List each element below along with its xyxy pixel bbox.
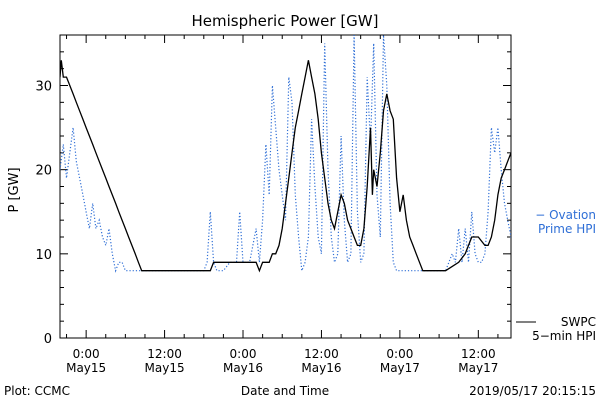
plot-credit: Plot: CCMC [4, 384, 70, 398]
swpc-legend-line2: 5−min HPI [532, 329, 596, 343]
ovation-legend-line2: Prime HPI [538, 222, 596, 236]
x-tick-time: 12:00 [304, 347, 339, 361]
plot-timestamp: 2019/05/17 20:15:15 [469, 384, 596, 398]
x-tick-date: May15 [145, 361, 185, 375]
y-tick-label: 0 [44, 332, 52, 347]
x-tick-time: 12:00 [147, 347, 182, 361]
x-axis-label: Date and Time [241, 384, 329, 398]
swpc-hpi-line [60, 60, 511, 273]
y-tick-label: 10 [35, 248, 52, 263]
swpc-legend-line1: SWPC [561, 315, 596, 329]
y-axis-ticks: 0 10 20 30 [35, 34, 511, 347]
chart-title: Hemispheric Power [GW] [192, 12, 379, 30]
x-tick-date: May15 [66, 361, 106, 375]
y-tick-label: 30 [35, 80, 52, 95]
ovation-prime-hpi-line [60, 35, 511, 273]
x-tick-time: 0:00 [73, 347, 100, 361]
x-tick-time: 12:00 [461, 347, 496, 361]
x-axis-ticks: 0:00May1512:00May150:00May1612:00May160:… [66, 35, 499, 375]
plot-frame [59, 34, 512, 339]
series-lines [60, 35, 511, 273]
x-tick-time: 0:00 [230, 347, 257, 361]
y-axis-label: P [GW] [7, 167, 22, 212]
x-tick-time: 0:00 [386, 347, 413, 361]
x-tick-date: May17 [458, 361, 498, 375]
y-tick-label: 20 [35, 164, 52, 179]
x-tick-date: May16 [223, 361, 263, 375]
ovation-legend-line1: − Ovation [535, 208, 596, 222]
x-tick-date: May16 [301, 361, 341, 375]
x-tick-date: May17 [380, 361, 420, 375]
